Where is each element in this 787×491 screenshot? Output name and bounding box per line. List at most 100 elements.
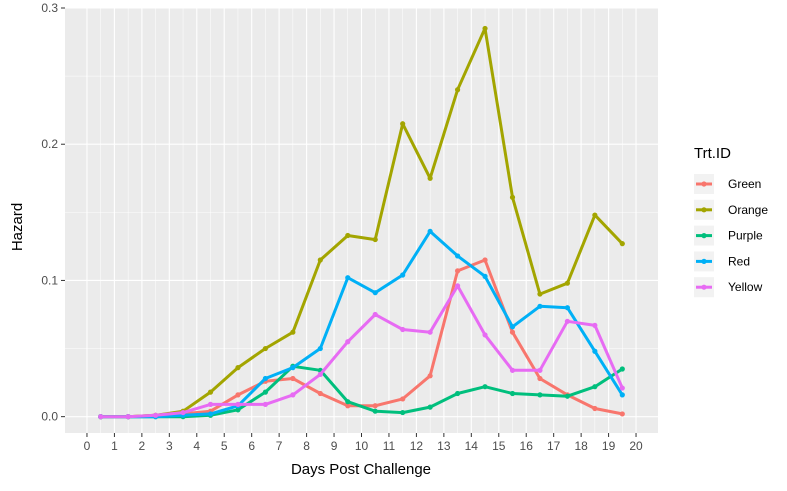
data-point-yellow [592,322,598,328]
data-point-orange [564,280,571,286]
data-point-yellow [152,412,159,418]
x-tick-label: 14 [465,439,479,453]
data-point-orange [262,345,269,352]
x-tick-label: 11 [383,439,396,453]
x-tick-label: 6 [248,439,255,453]
x-tick-label: 8 [303,439,310,453]
data-point-purple [372,408,378,414]
x-tick-label: 5 [221,439,228,453]
data-point-orange [235,365,241,371]
y-axis-title: Hazard [9,203,26,251]
x-tick-label: 0 [84,439,91,453]
data-point-yellow [400,326,406,333]
data-point-yellow [619,385,625,391]
data-point-red [427,228,433,234]
data-point-purple [509,390,516,397]
data-point-orange [509,194,516,200]
x-tick-label: 19 [602,439,616,453]
data-point-yellow [235,401,241,407]
data-point-yellow [372,311,378,318]
data-point-red [317,345,323,352]
x-tick-label: 7 [276,439,283,453]
x-axis-title: Days Post Challenge [291,461,431,478]
data-point-purple [400,409,406,416]
data-point-red [372,290,378,296]
data-point-orange [372,236,378,243]
legend-label-purple: Purple [728,229,763,243]
axes: 0 1 2 3 4 5 6 7 8 9 10 11 12 13 14 15 16 17 18 19 200.00.10.… [41,1,643,453]
grid-lines [65,7,658,433]
data-point-yellow [482,332,488,338]
data-point-green [482,257,488,263]
data-point-yellow [125,414,131,420]
data-point-purple [592,384,598,390]
legend-label-yellow: Yellow [728,280,763,294]
data-point-green [537,375,543,382]
x-tick-label: 13 [437,439,451,453]
data-point-green [619,411,625,417]
legend-label-green: Green [728,177,761,191]
data-point-red [400,272,406,278]
legend-label-orange: Orange [728,203,768,217]
data-point-purple [454,390,461,397]
data-point-yellow [454,283,461,289]
data-point-yellow [427,329,433,335]
data-point-purple [537,392,543,398]
data-point-purple [564,393,571,399]
data-point-orange [482,25,488,32]
data-point-red [482,273,488,279]
legend-key-point-red [701,258,707,264]
data-point-green [427,373,433,379]
data-point-yellow [290,392,296,398]
data-point-red [454,253,461,259]
data-point-yellow [98,414,104,420]
data-point-green [592,405,598,412]
data-point-purple [619,366,625,372]
x-tick-label: 17 [547,439,561,453]
series-line-red [99,229,624,419]
data-point-yellow [317,371,323,378]
data-point-purple [427,404,433,410]
data-point-red [619,392,625,398]
x-tick-label: 9 [331,439,338,453]
data-point-yellow [180,409,186,416]
data-point-green [454,268,461,274]
y-tick-label: 0.0 [41,410,58,424]
data-point-orange [290,329,296,335]
data-point-yellow [207,401,214,407]
data-point-orange [427,175,433,181]
legend-key-point-orange [701,207,707,213]
x-tick-label: 3 [166,439,173,453]
data-point-orange [454,87,461,93]
data-point-purple [482,384,488,390]
y-tick-label: 0.2 [41,137,58,151]
series-line-orange [99,26,624,419]
data-point-purple [345,399,351,405]
legend-key-point-yellow [701,284,707,290]
x-tick-label: 10 [355,439,369,453]
legend-label-red: Red [728,254,750,268]
y-tick-label: 0.1 [41,273,58,287]
data-point-red [509,324,516,330]
data-point-green [400,396,406,402]
data-point-green [317,390,323,397]
legend-title: Trt.ID [694,145,731,162]
data-point-red [207,411,214,417]
data-point-red [564,305,571,311]
data-point-green [290,375,296,382]
x-tick-label: 1 [111,439,118,453]
data-point-yellow [564,318,571,324]
x-tick-label: 4 [193,439,200,453]
series-line-yellow [99,284,624,419]
data-point-green [509,329,516,335]
data-point-yellow [345,339,351,345]
x-tick-label: 18 [574,439,588,453]
data-point-orange [345,232,351,239]
x-tick-label: 15 [492,439,506,453]
data-point-orange [537,291,543,297]
data-point-green [345,403,351,409]
data-point-red [345,275,351,281]
data-point-red [262,375,269,382]
y-tick-label: 0.3 [41,1,58,15]
